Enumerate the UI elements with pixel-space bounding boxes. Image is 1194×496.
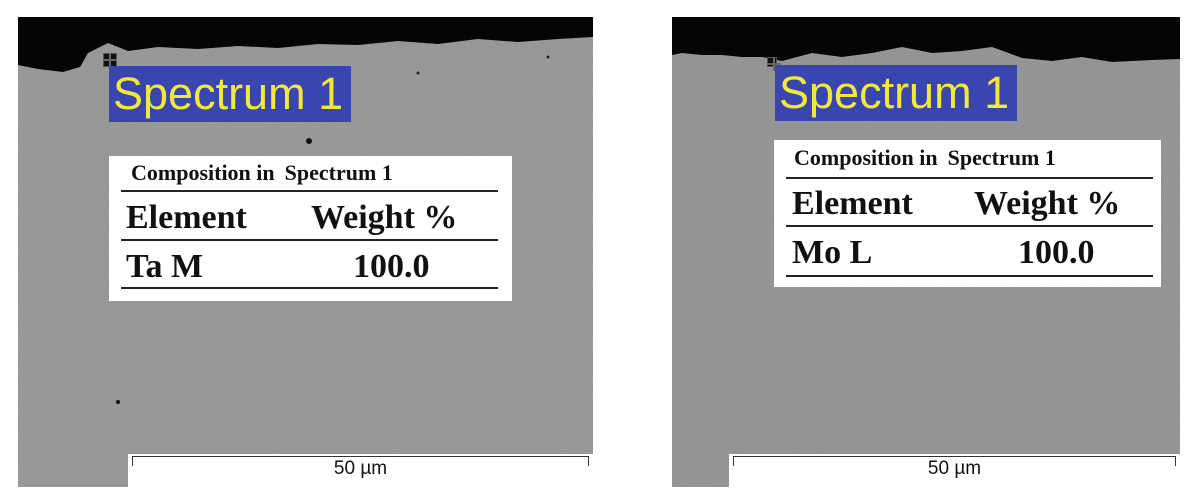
scale-bar-label: 50 µm xyxy=(927,458,982,479)
composition-table: Composition in Spectrum 1 Element Weight … xyxy=(774,140,1161,287)
spectrum-label: Spectrum 1 xyxy=(109,66,352,122)
composition-title-part2: Spectrum 1 xyxy=(284,160,393,185)
cell-element: Ta M xyxy=(126,248,204,285)
sem-image-left: Spectrum 1 Composition in Spectrum 1 Elem… xyxy=(18,17,593,487)
cell-element: Mo L xyxy=(792,234,873,271)
column-header-weight: Weight % xyxy=(311,199,458,236)
table-rule-top xyxy=(121,190,498,192)
composition-title-part2: Spectrum 1 xyxy=(947,145,1056,170)
composition-title-part1: Composition in xyxy=(131,160,275,185)
cell-weight: 100.0 xyxy=(1018,234,1095,271)
cell-weight: 100.0 xyxy=(353,248,430,285)
table-rule-top xyxy=(786,177,1153,179)
sem-image-right: Spectrum 1 Composition in Spectrum 1 Elem… xyxy=(672,17,1180,487)
spectrum-marker xyxy=(767,57,781,71)
table-rule-middle xyxy=(121,239,498,241)
scale-bar: 50 µm xyxy=(729,454,1180,487)
spectrum-label: Spectrum 1 xyxy=(775,65,1018,121)
composition-table: Composition in Spectrum 1 Element Weight … xyxy=(109,156,512,301)
table-rule-bottom xyxy=(121,287,498,289)
scale-bar-tick-left xyxy=(132,456,133,466)
composition-title-part1: Composition in xyxy=(794,145,938,170)
column-header-element: Element xyxy=(792,185,913,222)
table-rule-middle xyxy=(786,225,1153,227)
column-header-weight: Weight % xyxy=(974,185,1121,222)
table-rule-bottom xyxy=(786,275,1153,277)
scale-bar-label: 50 µm xyxy=(333,458,388,479)
scale-bar-tick-right xyxy=(1175,456,1176,466)
spectrum-marker xyxy=(103,53,117,67)
composition-title: Composition in Spectrum 1 xyxy=(131,160,393,186)
scale-bar-line xyxy=(132,456,589,457)
column-header-element: Element xyxy=(126,199,247,236)
scale-bar-line xyxy=(733,456,1176,457)
scale-bar: 50 µm xyxy=(128,454,593,487)
composition-title: Composition in Spectrum 1 xyxy=(794,145,1056,171)
scale-bar-tick-left xyxy=(733,456,734,466)
scale-bar-tick-right xyxy=(588,456,589,466)
